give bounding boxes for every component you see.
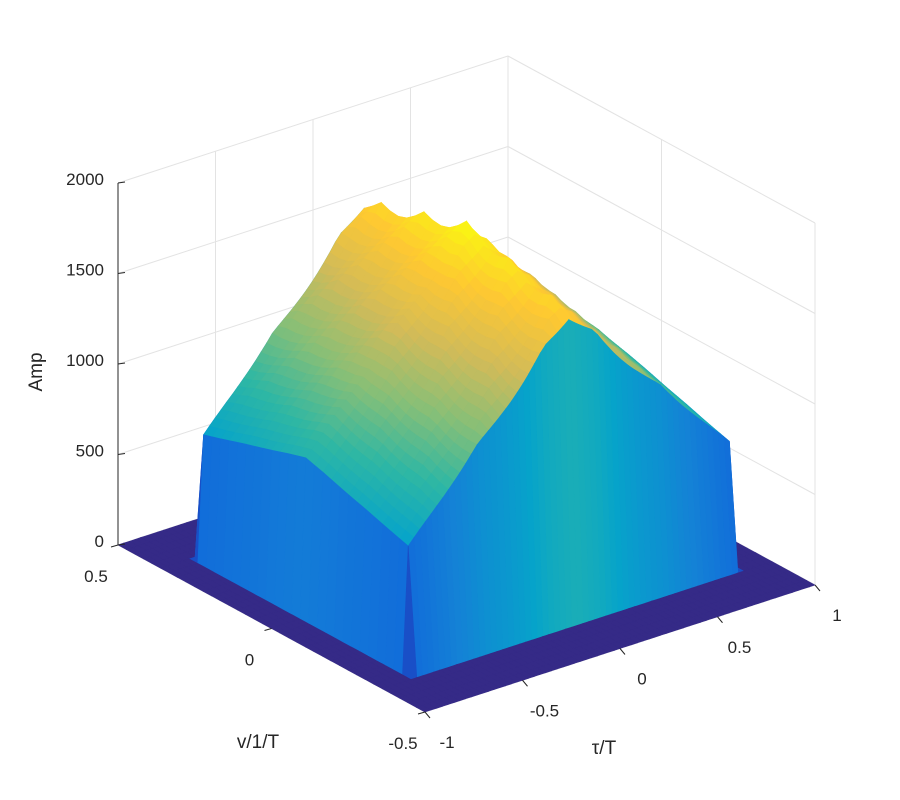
z-tick-label: 1500 <box>66 261 104 280</box>
surface <box>117 201 816 713</box>
x-tick <box>522 679 528 687</box>
z-tick-label: 500 <box>76 442 104 461</box>
x-tick <box>619 648 626 655</box>
x-tick <box>814 584 821 592</box>
surface-patch <box>415 705 432 713</box>
x-tick-label: 0.5 <box>728 638 752 657</box>
y-tick <box>264 628 272 631</box>
y-axis-label: v/1/T <box>237 732 280 753</box>
z-tick-label: 2000 <box>66 170 104 189</box>
x-tick-label: -0.5 <box>530 701 559 720</box>
z-tick <box>117 272 126 274</box>
y-tick <box>110 544 119 548</box>
z-tick <box>117 543 126 546</box>
z-tick <box>117 181 126 184</box>
z-tick-label: 0 <box>95 532 104 551</box>
x-tick <box>424 711 431 719</box>
x-tick-label: -1 <box>439 733 454 752</box>
x-tick-label: 0 <box>637 670 646 689</box>
x-tick <box>717 616 723 624</box>
y-tick-label: 0 <box>245 651 254 670</box>
y-tick <box>417 711 426 715</box>
z-tick-label: 1000 <box>66 351 104 370</box>
ticks: 0 500 1000 1500 2000 -0.5 0 0.5 -1 -0.5 0 0.5 1 <box>66 170 842 753</box>
x-tick-label: 1 <box>832 606 841 625</box>
z-tick <box>117 453 126 455</box>
y-tick-label: -0.5 <box>388 734 417 753</box>
z-axis-label: Amp <box>26 352 47 391</box>
z-tick <box>117 362 126 365</box>
y-tick-label: 0.5 <box>84 567 108 586</box>
x-axis-label: τ/T <box>592 738 617 759</box>
